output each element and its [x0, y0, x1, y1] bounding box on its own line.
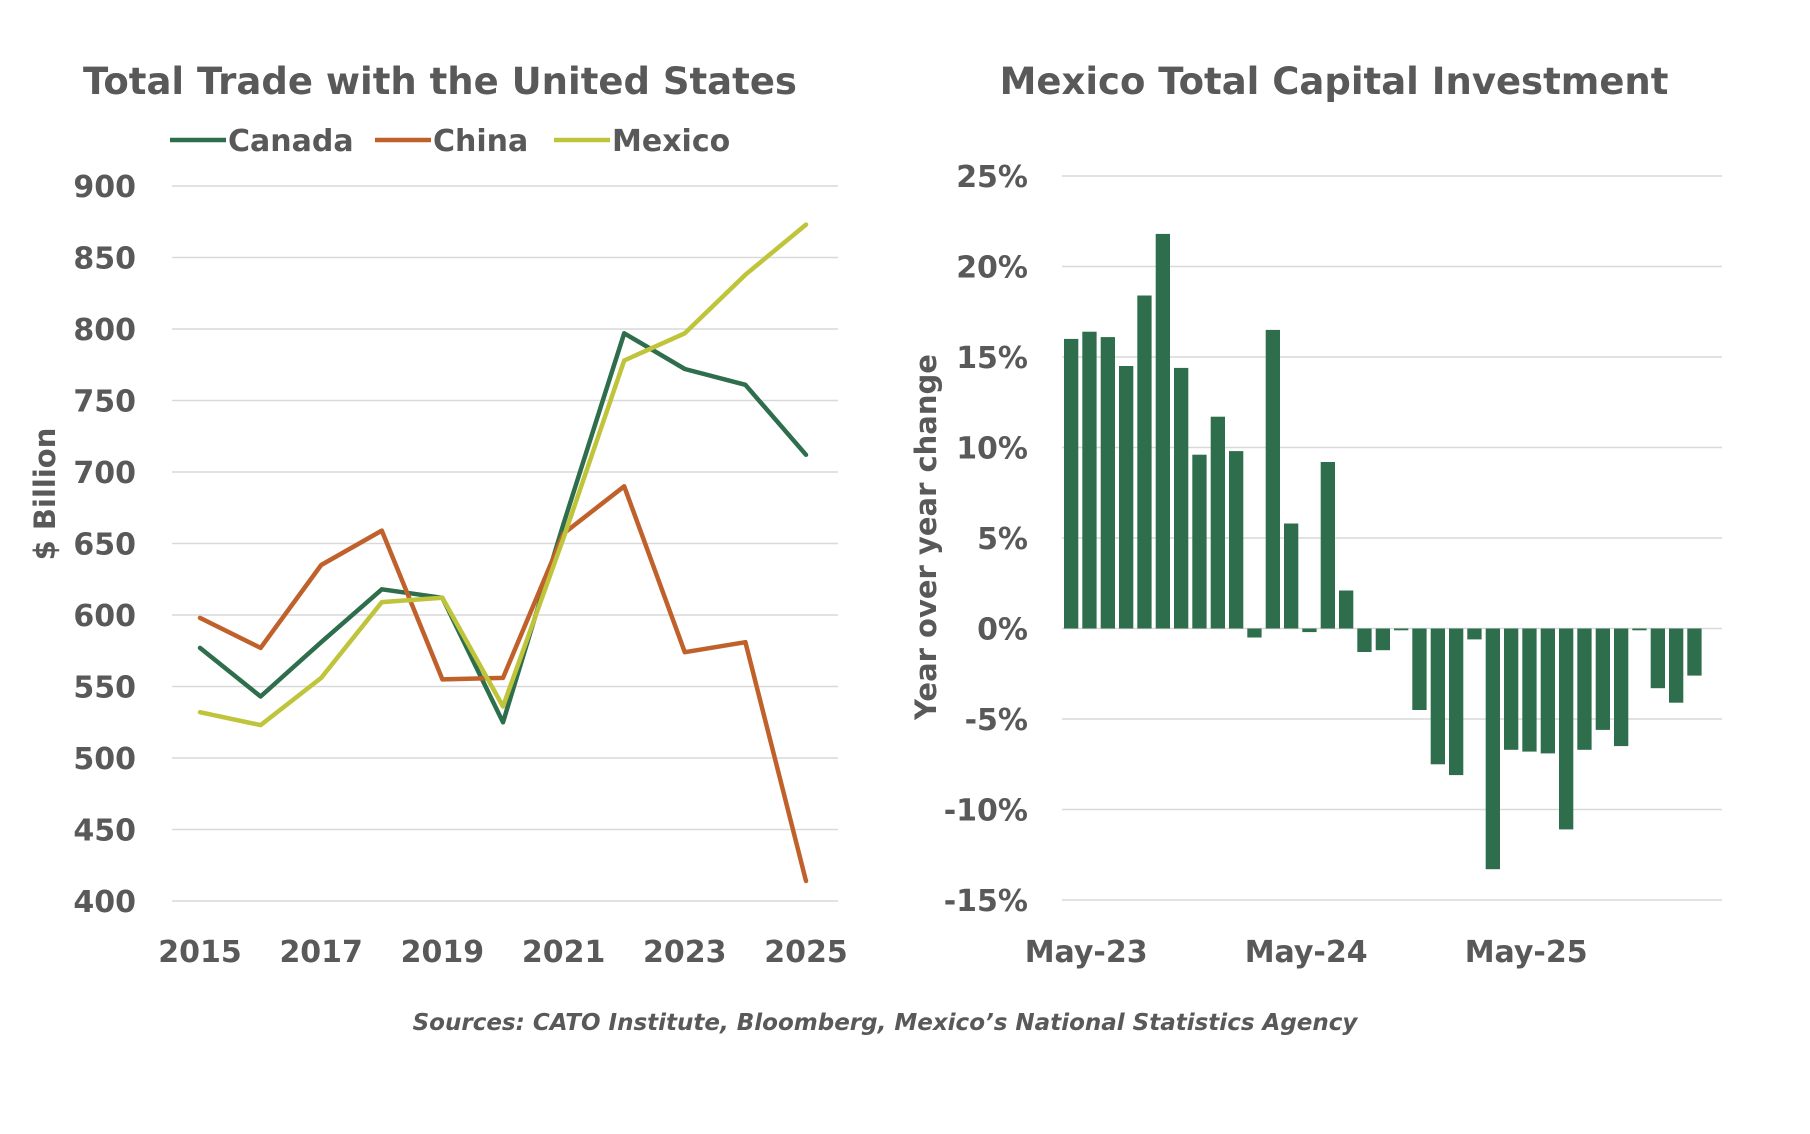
- x-tick-label: May-25: [1465, 935, 1588, 970]
- series-line-china: [197, 484, 809, 884]
- bar-sep-23: [1137, 295, 1152, 629]
- bar-nov-24: [1394, 628, 1409, 631]
- bar-aug-23: [1119, 366, 1134, 629]
- bar-chart-capital-investment: Mexico Total Capital Investment -15% -10%…: [909, 60, 1722, 970]
- bar-sep-25: [1577, 628, 1592, 750]
- bar-mar-26: [1687, 628, 1702, 676]
- line-chart-title: Total Trade with the United States: [83, 60, 797, 103]
- bar-sep-24: [1357, 628, 1372, 652]
- bar-feb-26: [1669, 628, 1684, 703]
- y-tick-label: 20%: [956, 251, 1028, 286]
- bar-chart-y-axis: -15% -10% -5% 0% 5% 10% 15% 20% 25%: [944, 160, 1028, 919]
- bar-jul-23: [1100, 337, 1115, 629]
- line-chart-series: [197, 222, 809, 884]
- y-tick-label: 700: [73, 456, 136, 491]
- y-tick-label: 850: [73, 242, 136, 277]
- y-tick-label: 15%: [956, 341, 1028, 376]
- source-note: Sources: CATO Institute, Bloomberg, Mexi…: [413, 1010, 1359, 1036]
- bar-mar-25: [1467, 628, 1482, 640]
- bar-apr-25: [1485, 628, 1500, 870]
- line-chart-y-axis-title: $ Billion: [28, 428, 62, 561]
- line-chart-legend: Canada China Mexico: [170, 124, 730, 159]
- bar-jul-24: [1320, 462, 1335, 629]
- bar-jan-24: [1210, 416, 1225, 629]
- bar-nov-25: [1614, 628, 1629, 747]
- legend-item-mexico: Mexico: [554, 124, 730, 159]
- y-tick-label: -10%: [944, 794, 1028, 829]
- bar-jun-24: [1302, 628, 1317, 633]
- y-tick-label: 750: [73, 385, 136, 420]
- bar-oct-23: [1155, 233, 1170, 629]
- x-tick-label: 2025: [764, 935, 848, 970]
- bar-jun-25: [1522, 628, 1537, 752]
- x-tick-label: 2021: [522, 935, 606, 970]
- legend-label: Canada: [228, 124, 354, 159]
- bar-dec-23: [1192, 454, 1207, 629]
- bar-apr-24: [1265, 329, 1280, 629]
- y-tick-label: 550: [73, 671, 136, 706]
- legend-label: Mexico: [612, 124, 730, 159]
- y-tick-label: 0%: [977, 613, 1028, 648]
- line-chart-x-axis: 2015 2017 2019 2021 2023 2025: [158, 935, 848, 970]
- line-chart-total-trade: Total Trade with the United States Canad…: [28, 60, 848, 970]
- legend-item-canada: Canada: [170, 124, 354, 159]
- bar-may-23: [1064, 338, 1079, 629]
- x-tick-label: May-24: [1245, 935, 1368, 970]
- bar-jul-25: [1540, 628, 1555, 754]
- bar-aug-24: [1339, 590, 1354, 629]
- bar-jun-23: [1082, 331, 1097, 629]
- bar-chart-y-axis-title: Year over year change: [909, 354, 943, 721]
- bar-dec-25: [1632, 628, 1647, 631]
- y-tick-label: 900: [73, 170, 136, 205]
- y-tick-label: 500: [73, 742, 136, 777]
- y-tick-label: -15%: [944, 884, 1028, 919]
- bar-nov-23: [1174, 367, 1189, 629]
- bar-chart-gridlines: [1062, 175, 1722, 901]
- line-chart-y-axis: 400 450 500 550 600 650 700 750 800 850 900: [73, 170, 136, 920]
- y-tick-label: 25%: [956, 160, 1028, 195]
- bar-chart-x-axis: May-23 May-24 May-25: [1025, 935, 1588, 970]
- bar-feb-25: [1449, 628, 1464, 776]
- bar-aug-25: [1559, 628, 1574, 830]
- y-tick-label: 650: [73, 528, 136, 563]
- bar-jan-25: [1430, 628, 1445, 765]
- legend-item-china: China: [375, 124, 528, 159]
- bar-may-24: [1284, 523, 1299, 629]
- y-tick-label: 600: [73, 599, 136, 634]
- bar-dec-24: [1412, 628, 1427, 710]
- y-tick-label: 5%: [977, 522, 1028, 557]
- y-tick-label: -5%: [965, 703, 1028, 738]
- bar-mar-24: [1247, 628, 1262, 638]
- legend-label: China: [433, 124, 528, 159]
- bar-chart-title: Mexico Total Capital Investment: [1000, 60, 1669, 103]
- bar-chart-bars: [1064, 233, 1702, 870]
- x-tick-label: 2017: [279, 935, 363, 970]
- bar-oct-25: [1595, 628, 1610, 730]
- bar-feb-24: [1229, 451, 1244, 629]
- series-line-mexico: [197, 222, 809, 728]
- bar-jan-26: [1650, 628, 1665, 689]
- y-tick-label: 450: [73, 814, 136, 849]
- x-tick-label: 2019: [401, 935, 485, 970]
- line-chart-gridlines: [172, 185, 838, 902]
- bar-may-25: [1504, 628, 1519, 750]
- x-tick-label: 2023: [643, 935, 727, 970]
- x-tick-label: May-23: [1025, 935, 1148, 970]
- y-tick-label: 800: [73, 313, 136, 348]
- y-tick-label: 400: [73, 885, 136, 920]
- x-tick-label: 2015: [158, 935, 242, 970]
- bar-oct-24: [1375, 628, 1390, 651]
- y-tick-label: 10%: [956, 432, 1028, 467]
- series-line-canada: [197, 331, 809, 725]
